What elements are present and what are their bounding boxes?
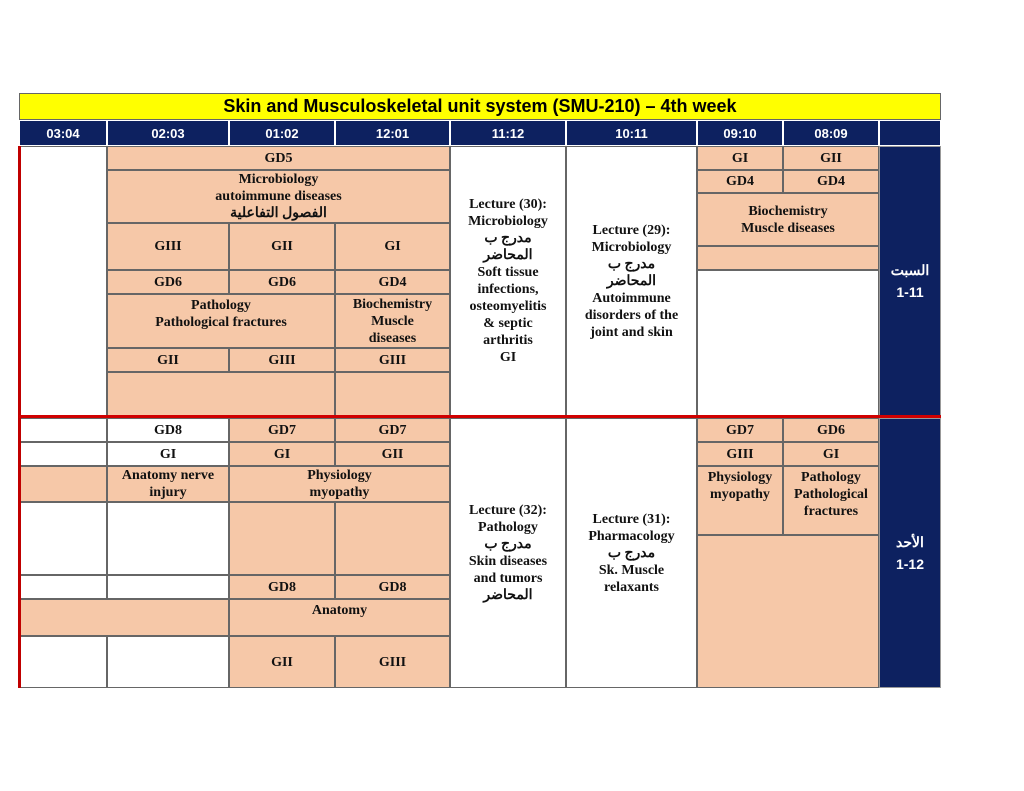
empty-cell [697,535,879,688]
empty-cell [335,372,450,416]
group-cell: GII [107,348,229,372]
header-0203: 02:03 [107,120,229,146]
empty-cell [697,246,879,270]
session-cell: Physiology myopathy [697,466,783,535]
header-0304: 03:04 [19,120,107,146]
header-day [879,120,941,146]
empty-cell [19,146,107,416]
group-cell: GD6 [783,418,879,442]
group-cell: GD6 [107,270,229,294]
header-0910: 09:10 [697,120,783,146]
group-cell: GIII [107,223,229,270]
day-separator-line [19,415,941,418]
empty-cell [697,270,879,416]
session-cell: Biochemistry Muscle diseases [335,294,450,348]
lecture-cell: Lecture (32): Pathology مدرج ب Skin dise… [450,418,566,688]
group-cell: GI [229,442,335,466]
empty-cell [335,502,450,575]
group-cell: GI [107,442,229,466]
group-cell: GD8 [229,575,335,599]
empty-cell [19,636,107,688]
group-cell: GIII [229,348,335,372]
group-cell: GD8 [107,418,229,442]
schedule-title: Skin and Musculoskeletal unit system (SM… [19,93,941,120]
session-cell: Biochemistry Muscle diseases [697,193,879,246]
empty-cell [229,502,335,575]
empty-cell [107,372,335,416]
empty-cell [19,575,107,599]
group-cell: GD7 [335,418,450,442]
group-cell: GI [335,223,450,270]
group-cell: GIII [697,442,783,466]
group-cell: GD4 [335,270,450,294]
group-cell: GD4 [783,170,879,193]
lecture-cell: Lecture (31): Pharmacology مدرج ب Sk. Mu… [566,418,697,688]
group-cell: GI [783,442,879,466]
header-1112: 11:12 [450,120,566,146]
session-cell: Anatomy nerve injury [107,466,229,502]
empty-cell [107,636,229,688]
header-1011: 10:11 [566,120,697,146]
empty-cell [19,442,107,466]
empty-cell [19,466,107,502]
day-label-sunday: الأحد 1-12 [879,418,941,688]
lecture-cell: Lecture (29): Microbiology مدرج ب المحاض… [566,146,697,416]
group-cell: GD4 [697,170,783,193]
session-cell: Physiology myopathy [229,466,450,502]
header-0809: 08:09 [783,120,879,146]
group-cell: GD7 [697,418,783,442]
group-cell: GI [697,146,783,170]
lecture-cell: Lecture (30): Microbiology مدرج ب المحاض… [450,146,566,416]
group-cell: GIII [335,348,450,372]
group-cell: GII [783,146,879,170]
empty-cell [19,418,107,442]
group-cell: GD7 [229,418,335,442]
group-cell: GD5 [107,146,450,170]
empty-cell [107,502,229,575]
header-0102: 01:02 [229,120,335,146]
group-cell: GIII [335,636,450,688]
session-cell: Pathology Pathological fractures [107,294,335,348]
group-cell: GII [335,442,450,466]
session-cell: Microbiology autoimmune diseases الفصول … [107,170,450,223]
empty-cell [19,502,107,575]
header-1201: 12:01 [335,120,450,146]
session-cell: Pathology Pathological fractures [783,466,879,535]
day-label-saturday: السبت 1-11 [879,146,941,416]
empty-cell [107,575,229,599]
session-cell: Anatomy [229,599,450,636]
empty-cell [19,599,229,636]
group-cell: GII [229,636,335,688]
group-cell: GII [229,223,335,270]
group-cell: GD6 [229,270,335,294]
group-cell: GD8 [335,575,450,599]
